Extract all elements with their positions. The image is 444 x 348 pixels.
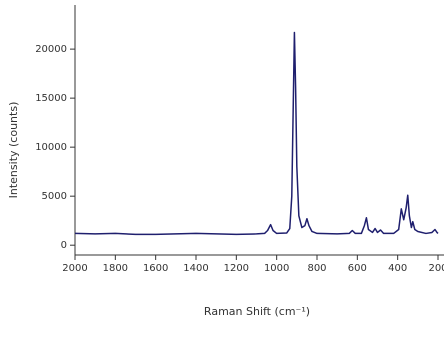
x-tick-label: 1400 [183, 263, 208, 274]
spectrum-line [74, 31, 439, 236]
y-tick-label: 15000 [35, 93, 67, 104]
x-tick-label: 1000 [264, 263, 289, 274]
x-tick-label: 1800 [103, 263, 128, 274]
y-tick-label: 0 [61, 240, 67, 251]
x-tick-label: 1200 [224, 263, 249, 274]
x-axis-label: Raman Shift (cm⁻¹) [204, 305, 310, 318]
y-tick-label: 5000 [42, 191, 67, 202]
x-tick-label: 2000 [62, 263, 87, 274]
x-tick-label: 800 [307, 263, 326, 274]
y-axis-label: Intensity (counts) [7, 102, 20, 199]
x-tick-label: 600 [348, 263, 367, 274]
x-tick-label: 1600 [143, 263, 168, 274]
x-tick-label: 400 [388, 263, 407, 274]
x-tick-label: 200 [428, 263, 444, 274]
y-tick-label: 10000 [35, 142, 67, 153]
y-tick-label: 20000 [35, 44, 67, 55]
